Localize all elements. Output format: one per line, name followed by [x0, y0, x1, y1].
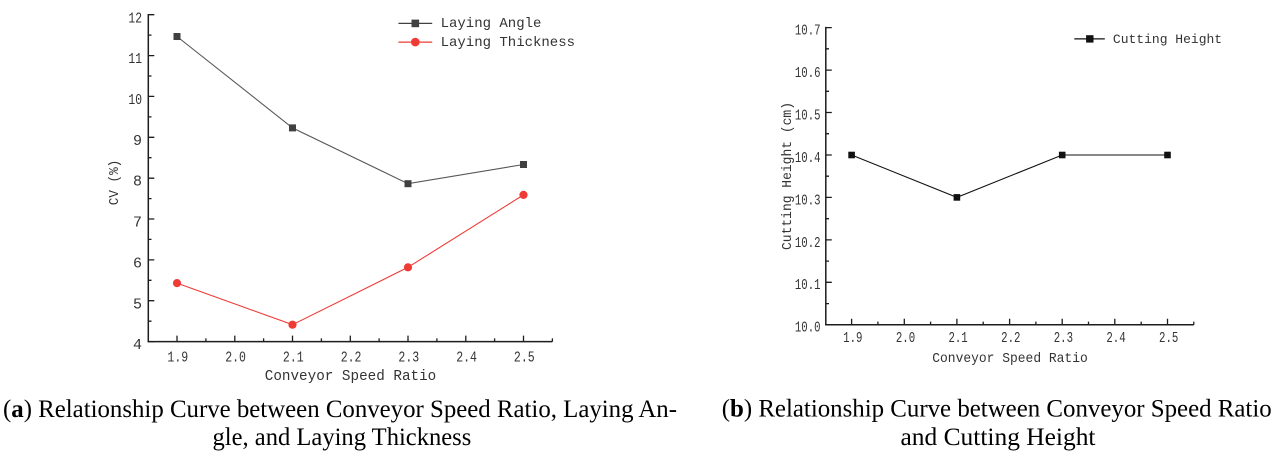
svg-text:11: 11: [128, 51, 142, 68]
svg-text:10: 10: [128, 92, 142, 109]
svg-text:(a) Relationship Curve between: (a) Relationship Curve between Conveyor …: [3, 396, 677, 423]
svg-text:2.1: 2.1: [948, 331, 967, 347]
svg-text:Conveyor Speed Ratio: Conveyor Speed Ratio: [932, 351, 1088, 367]
svg-text:10.6: 10.6: [795, 66, 821, 82]
svg-text:9: 9: [133, 133, 142, 150]
svg-text:(b) Relationship Curve between: (b) Relationship Curve between Conveyor …: [722, 396, 1272, 423]
svg-text:2.0: 2.0: [896, 331, 915, 347]
svg-text:Cutting Height (cm): Cutting Height (cm): [781, 102, 796, 250]
svg-text:5: 5: [133, 296, 142, 313]
svg-text:2.5: 2.5: [1159, 331, 1178, 347]
svg-text:10.2: 10.2: [795, 236, 821, 252]
svg-text:10.4: 10.4: [795, 151, 821, 167]
svg-text:10.7: 10.7: [795, 24, 821, 40]
svg-text:gle, and Laying Thickness: gle, and Laying Thickness: [213, 424, 472, 451]
svg-text:8: 8: [133, 174, 142, 191]
svg-text:Laying Thickness: Laying Thickness: [441, 35, 575, 51]
svg-text:1.9: 1.9: [843, 331, 862, 347]
svg-text:Conveyor Speed Ratio: Conveyor Speed Ratio: [265, 368, 437, 385]
svg-text:2.5: 2.5: [514, 349, 535, 366]
svg-text:7: 7: [133, 215, 142, 232]
svg-text:10.1: 10.1: [795, 278, 821, 294]
svg-text:6: 6: [133, 256, 142, 273]
svg-text:10.0: 10.0: [795, 321, 821, 337]
svg-text:2.3: 2.3: [398, 349, 419, 366]
svg-text:10.3: 10.3: [795, 193, 821, 209]
svg-text:and Cutting Height: and Cutting Height: [901, 424, 1096, 451]
svg-text:2.3: 2.3: [1054, 331, 1073, 347]
svg-text:2.0: 2.0: [225, 349, 246, 366]
svg-text:10.5: 10.5: [795, 108, 821, 124]
svg-text:CV (%): CV (%): [108, 160, 123, 206]
svg-text:12: 12: [128, 10, 142, 27]
svg-text:4: 4: [133, 337, 142, 354]
svg-text:2.4: 2.4: [456, 349, 477, 366]
svg-text:Cutting Height: Cutting Height: [1113, 32, 1222, 47]
svg-text:2.2: 2.2: [341, 349, 362, 366]
svg-text:2.1: 2.1: [283, 349, 304, 366]
svg-text:Laying Angle: Laying Angle: [441, 16, 542, 32]
svg-text:2.4: 2.4: [1106, 331, 1125, 347]
svg-text:1.9: 1.9: [167, 349, 188, 366]
svg-text:2.2: 2.2: [1001, 331, 1020, 347]
